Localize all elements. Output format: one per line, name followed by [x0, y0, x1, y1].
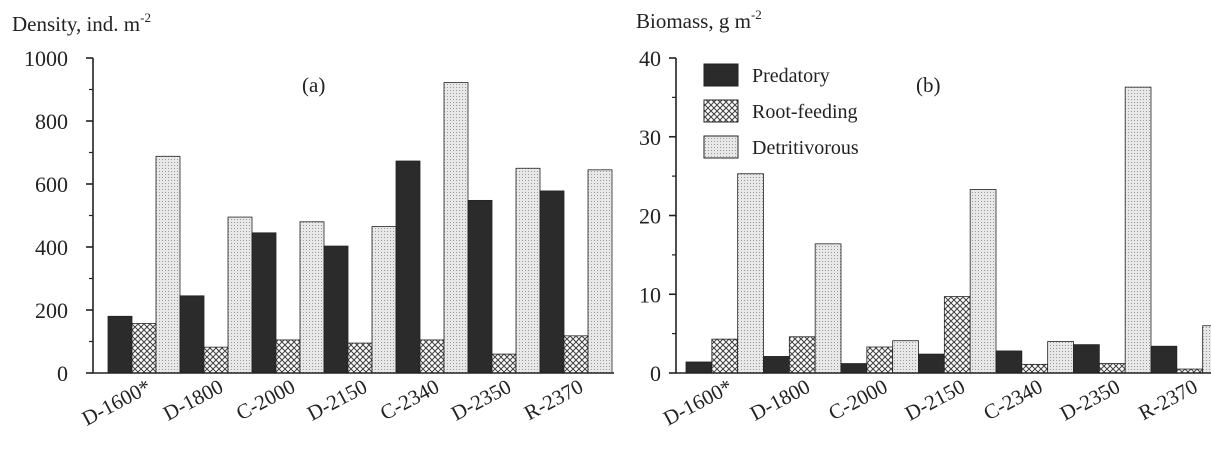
- bar-detritivorous-d-2350: [515, 167, 541, 374]
- category-label: C-2000: [825, 374, 892, 425]
- bar-root-feeding-d-1800: [788, 336, 816, 374]
- legend-swatch-predatory: [703, 63, 739, 87]
- bar-predatory-c-2000: [251, 232, 277, 374]
- bar-predatory-r-2370: [539, 190, 565, 374]
- density-panel: Density, ind. m-2 (a) 02004006008001000 …: [12, 10, 614, 430]
- density-panel-title: Density, ind. m-2: [12, 10, 151, 36]
- category-label: D-2150: [901, 374, 969, 425]
- panel-label-a: (a): [302, 73, 325, 97]
- bar-predatory-d-1800: [763, 356, 790, 374]
- legend-label-predatory: Predatory: [752, 65, 830, 87]
- bar-root-feeding-d-2150: [943, 296, 971, 374]
- bar-detritivorous-c-2340: [1047, 341, 1074, 374]
- y-tick-label: 0: [57, 361, 68, 386]
- bar-detritivorous-r-2370: [1202, 325, 1211, 374]
- bar-detritivorous-d-1600: [737, 173, 764, 374]
- bar-root-feeding-r-2370: [563, 335, 589, 374]
- bar-detritivorous-c-2340: [443, 82, 469, 374]
- bar-predatory-c-2000: [840, 363, 868, 374]
- y-tick-label: 200: [35, 298, 68, 323]
- bar-predatory-c-2340: [395, 160, 421, 374]
- category-label: D-2350: [1056, 374, 1124, 425]
- category-label: C-2340: [376, 374, 443, 425]
- bar-predatory-d-2350: [1073, 344, 1100, 374]
- y-tick-label: 40: [639, 46, 661, 71]
- bar-root-feeding-d-1600: [711, 338, 739, 374]
- category-label: D-2150: [303, 374, 371, 425]
- bar-root-feeding-c-2340: [419, 339, 445, 374]
- bar-root-feeding-c-2000: [275, 339, 301, 374]
- y-tick-label: 20: [639, 204, 661, 229]
- bar-detritivorous-d-2150: [969, 189, 997, 374]
- biomass-panel-title: Biomass, g m-2: [636, 7, 762, 33]
- bar-detritivorous-d-1800: [227, 216, 253, 374]
- y-tick-label: 600: [35, 172, 68, 197]
- bar-detritivorous-c-2000: [299, 221, 325, 374]
- bar-detritivorous-c-2000: [892, 340, 919, 374]
- bar-predatory-d-2150: [918, 353, 945, 374]
- bar-root-feeding-d-2150: [347, 342, 373, 374]
- bar-predatory-d-2350: [467, 199, 493, 374]
- category-label: D-2350: [447, 374, 515, 425]
- panel-label-b: (b): [916, 73, 941, 97]
- bar-predatory-d-1600: [107, 315, 133, 374]
- y-tick-label: 1000: [24, 46, 68, 71]
- legend-swatch-detritivorous: [703, 135, 739, 159]
- y-tick-label: 30: [639, 125, 661, 150]
- bar-root-feeding-d-2350: [491, 353, 517, 374]
- bar-root-feeding-c-2000: [866, 346, 894, 374]
- legend-swatch-root-feeding: [703, 99, 739, 123]
- category-label: C-2000: [232, 374, 299, 425]
- bar-detritivorous-d-2350: [1124, 86, 1152, 374]
- biomass-axes: [675, 58, 1211, 374]
- bar-predatory-r-2370: [1150, 345, 1178, 374]
- legend: Predatory Root-feeding Detritivorous: [703, 63, 859, 159]
- category-label: R-2370: [1135, 374, 1202, 425]
- category-label: C-2340: [980, 374, 1047, 425]
- category-label: D-1600*: [78, 374, 155, 430]
- bar-root-feeding-c-2340: [1021, 363, 1049, 374]
- category-label: D-1800: [159, 374, 227, 425]
- bar-root-feeding-d-2350: [1098, 363, 1126, 374]
- density-axes: [92, 58, 614, 374]
- category-label: D-1600*: [659, 374, 736, 430]
- category-label: D-1800: [746, 374, 814, 425]
- bar-detritivorous-d-1800: [814, 243, 842, 374]
- bar-predatory-d-1600: [685, 361, 713, 374]
- bar-detritivorous-d-1600: [155, 155, 181, 374]
- legend-label-root-feeding: Root-feeding: [752, 101, 858, 123]
- category-label: R-2370: [520, 374, 587, 425]
- bar-detritivorous-r-2370: [587, 169, 613, 374]
- biomass-panel: Biomass, g m-2 (b) 0 10 20 30 40 D-1600* D-18…: [636, 7, 1211, 430]
- y-tick-label: 0: [650, 361, 661, 386]
- y-tick-label: 400: [35, 235, 68, 260]
- y-tick-label: 10: [639, 282, 661, 307]
- bar-root-feeding-d-1800: [203, 346, 229, 374]
- bar-predatory-c-2340: [995, 350, 1023, 374]
- bar-detritivorous-d-2150: [371, 226, 397, 374]
- legend-label-detritivorous: Detritivorous: [752, 137, 859, 159]
- bar-predatory-d-1800: [179, 295, 205, 374]
- bar-predatory-d-2150: [323, 245, 349, 374]
- y-tick-label: 800: [35, 109, 68, 134]
- bar-root-feeding-d-1600: [131, 323, 157, 374]
